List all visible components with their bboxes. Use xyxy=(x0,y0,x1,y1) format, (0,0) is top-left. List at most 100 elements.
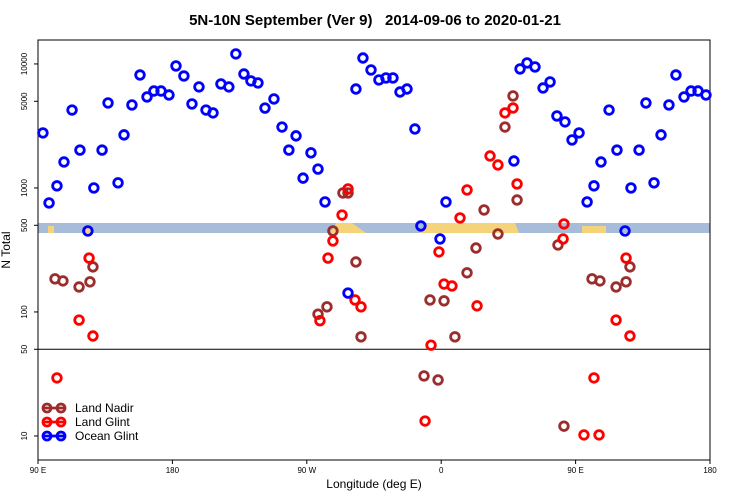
point xyxy=(508,155,520,167)
point xyxy=(223,81,235,93)
point xyxy=(578,429,590,441)
point xyxy=(259,102,271,114)
x-axis-label: Longitude (deg E) xyxy=(326,477,421,491)
y-tick-label: 5000 xyxy=(20,92,29,110)
point xyxy=(700,89,712,101)
point xyxy=(141,91,153,103)
point xyxy=(425,339,437,351)
point xyxy=(610,314,622,326)
x-tick-label: 90 E xyxy=(567,466,583,475)
point xyxy=(66,104,78,116)
point xyxy=(551,110,563,122)
point xyxy=(238,68,250,80)
point xyxy=(380,72,392,84)
point xyxy=(470,242,482,254)
x-tick-label: 90 E xyxy=(30,466,46,475)
point xyxy=(611,144,623,156)
point xyxy=(355,301,367,313)
point xyxy=(595,156,607,168)
point xyxy=(566,134,578,146)
point xyxy=(434,233,446,245)
point xyxy=(529,61,541,73)
point xyxy=(624,330,636,342)
point xyxy=(102,97,114,109)
point xyxy=(594,275,606,287)
x-tick-label: 180 xyxy=(703,466,717,475)
legend-label: Land Nadir xyxy=(75,401,134,415)
x-tick-label: 0 xyxy=(439,466,444,475)
point xyxy=(625,182,637,194)
point xyxy=(446,280,458,292)
point xyxy=(186,98,198,110)
point xyxy=(112,177,124,189)
point xyxy=(588,372,600,384)
point xyxy=(148,85,160,97)
point xyxy=(620,276,632,288)
legend-marker xyxy=(41,430,53,442)
point xyxy=(84,276,96,288)
point xyxy=(619,225,631,237)
point xyxy=(409,123,421,135)
point xyxy=(163,89,175,101)
point xyxy=(499,107,511,119)
x-tick-label: 180 xyxy=(166,466,180,475)
point xyxy=(207,107,219,119)
point xyxy=(88,182,100,194)
point xyxy=(424,294,436,306)
point xyxy=(492,159,504,171)
point xyxy=(73,314,85,326)
ocean-strip xyxy=(38,223,710,233)
point xyxy=(624,261,636,273)
point xyxy=(365,64,377,76)
point xyxy=(478,204,490,216)
point xyxy=(655,129,667,141)
legend-marker xyxy=(55,402,67,414)
point xyxy=(603,104,615,116)
point xyxy=(268,93,280,105)
point xyxy=(283,144,295,156)
y-tick-label: 100 xyxy=(20,305,29,319)
point xyxy=(507,90,519,102)
point xyxy=(349,294,361,306)
point xyxy=(610,281,622,293)
land-strip xyxy=(330,223,366,233)
legend-marker xyxy=(55,430,67,442)
point xyxy=(290,130,302,142)
land-strip xyxy=(86,227,92,233)
point xyxy=(87,330,99,342)
point xyxy=(37,127,49,139)
point xyxy=(438,295,450,307)
point xyxy=(342,187,354,199)
point xyxy=(415,220,427,232)
point xyxy=(433,246,445,258)
point xyxy=(511,178,523,190)
point xyxy=(118,129,130,141)
point xyxy=(648,177,660,189)
point xyxy=(620,252,632,264)
point xyxy=(51,372,63,384)
point xyxy=(350,83,362,95)
chart-title: 5N-10N September (Ver 9) 2014-09-06 to 2… xyxy=(189,12,561,29)
legend-marker xyxy=(55,416,67,428)
legend-label: Ocean Glint xyxy=(75,429,139,443)
point xyxy=(544,76,556,88)
point xyxy=(170,60,182,72)
point xyxy=(322,252,334,264)
point xyxy=(252,77,264,89)
point xyxy=(230,48,242,60)
point xyxy=(484,150,496,162)
point xyxy=(355,331,367,343)
point xyxy=(74,144,86,156)
point xyxy=(312,163,324,175)
point xyxy=(342,287,354,299)
point xyxy=(558,218,570,230)
point xyxy=(276,121,288,133)
point xyxy=(461,267,473,279)
y-axis-label: N Total xyxy=(0,231,13,268)
point xyxy=(492,228,504,240)
land-strip xyxy=(420,223,519,233)
series xyxy=(37,48,712,299)
plot-frame xyxy=(37,39,711,461)
point xyxy=(507,102,519,114)
